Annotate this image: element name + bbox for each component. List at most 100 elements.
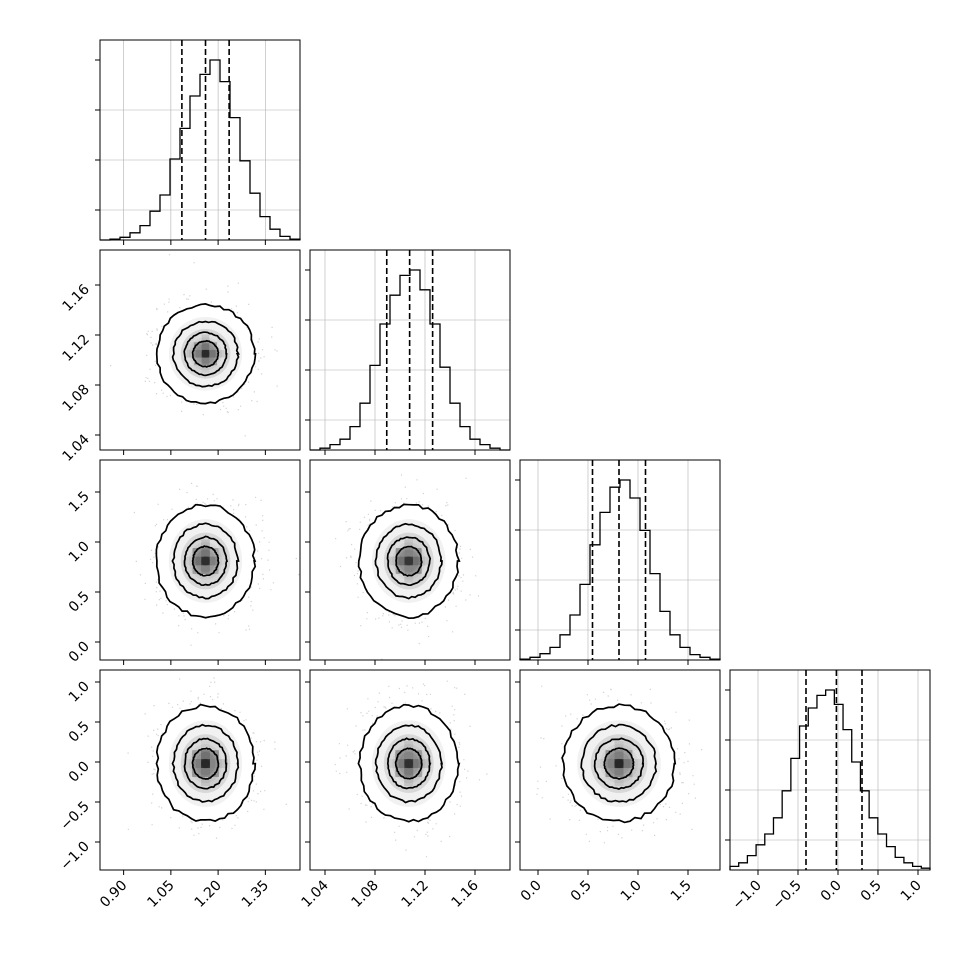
density-cell bbox=[404, 741, 414, 751]
density-cell bbox=[201, 565, 210, 574]
contour-line bbox=[191, 545, 220, 577]
density-cell bbox=[395, 741, 405, 751]
contour-line bbox=[171, 723, 240, 803]
density-cell bbox=[192, 539, 202, 549]
density-cell bbox=[209, 357, 217, 366]
density-cell bbox=[413, 573, 422, 583]
density-cell bbox=[413, 768, 423, 778]
y-tick-label: 0.0 bbox=[66, 639, 93, 666]
density-cell bbox=[386, 750, 396, 760]
density-cell bbox=[192, 759, 202, 769]
x-tick-label: −1.0 bbox=[729, 878, 764, 913]
density-cell bbox=[387, 556, 396, 566]
density-cell bbox=[209, 556, 219, 566]
histogram-panel-2 bbox=[515, 459, 721, 661]
density-cell bbox=[201, 357, 210, 366]
y-tick-label: −1.0 bbox=[57, 839, 92, 874]
density-cell bbox=[605, 750, 615, 760]
density-cell bbox=[404, 750, 414, 760]
density-cell bbox=[395, 777, 405, 786]
density-cell bbox=[623, 741, 633, 751]
panel-frame bbox=[519, 459, 721, 661]
density-cell bbox=[201, 573, 210, 583]
x-tick-label: 1.20 bbox=[192, 878, 225, 911]
density-cell bbox=[209, 334, 217, 343]
contour-line bbox=[593, 737, 645, 791]
density-cell bbox=[192, 777, 202, 786]
density-cell bbox=[614, 741, 624, 751]
density-cell bbox=[201, 777, 210, 786]
panel-content bbox=[536, 685, 703, 844]
y-tick-label: −0.5 bbox=[57, 799, 92, 834]
contour-line bbox=[183, 331, 228, 377]
contour-line bbox=[603, 747, 635, 781]
contour-line bbox=[183, 535, 229, 587]
density-cell bbox=[404, 759, 414, 769]
panel-frame bbox=[99, 249, 301, 451]
x-tick-label: 1.05 bbox=[144, 878, 177, 911]
y-tick-label: 0.5 bbox=[66, 719, 93, 746]
contour-line bbox=[171, 522, 240, 600]
density-cell bbox=[395, 573, 405, 583]
density-cell bbox=[209, 548, 219, 557]
panel-content bbox=[334, 680, 488, 858]
contour-line bbox=[357, 703, 461, 823]
contour-line bbox=[191, 747, 220, 780]
density-cell bbox=[216, 357, 225, 366]
density-cell bbox=[209, 759, 219, 769]
histogram-step bbox=[100, 59, 301, 241]
density-cell bbox=[395, 750, 405, 760]
density-cell bbox=[596, 759, 606, 769]
scatter-panel-3-1 bbox=[309, 669, 511, 871]
density-cell bbox=[192, 573, 202, 583]
y-tick-label: 1.16 bbox=[59, 281, 92, 314]
y-tick-label: 0.5 bbox=[66, 589, 93, 616]
y-tick-label: 1.5 bbox=[66, 489, 93, 516]
y-tick-label: 1.0 bbox=[66, 679, 93, 706]
panel-content bbox=[335, 474, 480, 660]
density-cell bbox=[413, 759, 423, 769]
panel-frame bbox=[729, 669, 931, 871]
density-cell bbox=[186, 349, 195, 358]
x-tick-label: 0.5 bbox=[568, 878, 595, 905]
contour-line bbox=[374, 724, 444, 804]
contour-line bbox=[386, 737, 432, 790]
panel-frame bbox=[309, 249, 511, 451]
density-cell bbox=[623, 759, 633, 769]
density-cell bbox=[422, 750, 432, 760]
density-cell bbox=[413, 750, 423, 760]
panel-frame bbox=[309, 459, 511, 661]
panel-frame bbox=[309, 669, 511, 871]
scatter-panel-1-0 bbox=[99, 249, 301, 451]
density-cell bbox=[623, 777, 633, 786]
density-cell bbox=[386, 768, 396, 778]
density-cell bbox=[201, 365, 210, 373]
density-cell bbox=[218, 750, 228, 760]
density-cell bbox=[387, 548, 396, 557]
panel-frame bbox=[519, 669, 721, 871]
density-cell bbox=[605, 768, 615, 778]
contour-line bbox=[580, 723, 658, 803]
density-cell bbox=[422, 768, 432, 778]
density-cell bbox=[413, 777, 423, 786]
density-cell bbox=[201, 741, 210, 751]
density-cell bbox=[192, 741, 202, 751]
density-cell bbox=[605, 741, 615, 751]
density-cell bbox=[218, 556, 228, 566]
density-cell bbox=[632, 759, 642, 769]
density-cell bbox=[201, 548, 210, 557]
density-cell bbox=[404, 556, 414, 566]
density-cell bbox=[209, 741, 219, 751]
density-cell bbox=[194, 349, 202, 358]
density-cell bbox=[192, 556, 202, 566]
density-cell bbox=[209, 573, 219, 583]
histogram-step bbox=[519, 479, 721, 660]
density-cell bbox=[413, 565, 422, 574]
x-tick-label: 1.04 bbox=[298, 877, 331, 910]
density-cell bbox=[623, 768, 633, 778]
density-cell bbox=[395, 548, 405, 557]
x-tick-label: 1.35 bbox=[239, 878, 272, 911]
density-cell bbox=[632, 768, 642, 778]
density-cell bbox=[413, 539, 422, 549]
